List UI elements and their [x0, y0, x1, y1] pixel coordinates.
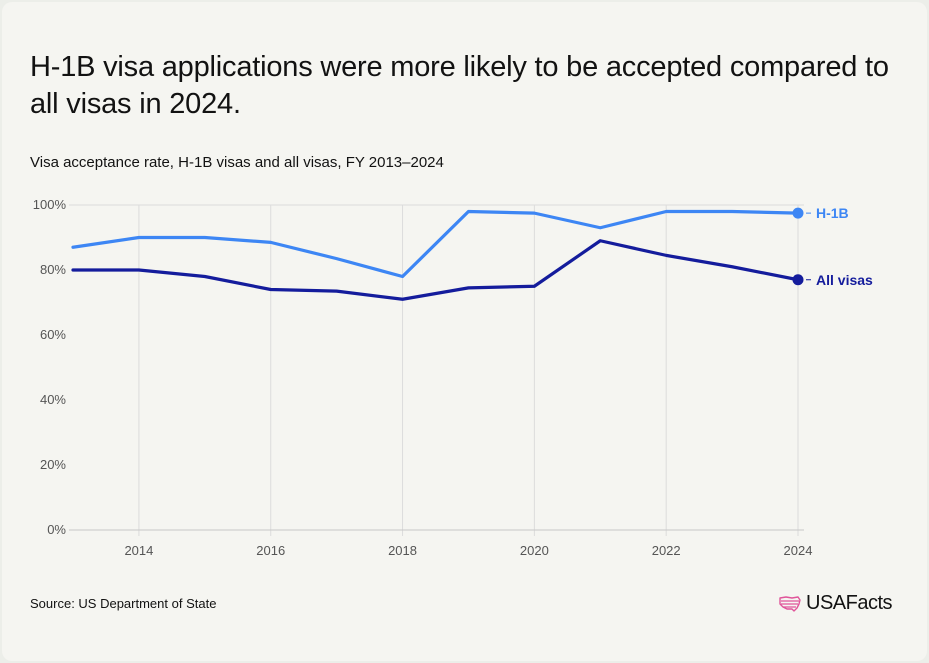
- brand-logo: USAFacts: [778, 592, 893, 615]
- x-tick-label: 2018: [388, 543, 417, 558]
- brand-name: USAFacts: [806, 592, 893, 614]
- end-point-h-1b: [792, 207, 804, 219]
- us-map-flag-icon: [779, 595, 801, 612]
- y-tick-label: 80%: [40, 262, 66, 277]
- y-tick-label: 40%: [40, 392, 66, 407]
- series-line-all-visas: [71, 239, 800, 301]
- y-tick-label: 20%: [40, 457, 66, 472]
- end-point-all-visas: [792, 274, 804, 286]
- series-label-all-visas: All visas: [816, 272, 873, 288]
- x-tick-label: 2024: [784, 543, 813, 558]
- y-tick-label: 60%: [40, 327, 66, 342]
- chart-title: H-1B visa applications were more likely …: [30, 51, 889, 120]
- x-tick-label: 2020: [520, 543, 549, 558]
- source-note: Source: US Department of State: [30, 596, 217, 611]
- x-tick-label: 2022: [652, 543, 681, 558]
- series-line-h-1b: [71, 209, 800, 279]
- chart-subtitle: Visa acceptance rate, H-1B visas and all…: [30, 154, 444, 171]
- y-tick-label: 0%: [47, 522, 66, 537]
- y-tick-label: 100%: [33, 197, 67, 212]
- x-tick-label: 2016: [256, 543, 285, 558]
- x-tick-label: 2014: [124, 543, 153, 558]
- series-label-h-1b: H-1B: [816, 205, 849, 221]
